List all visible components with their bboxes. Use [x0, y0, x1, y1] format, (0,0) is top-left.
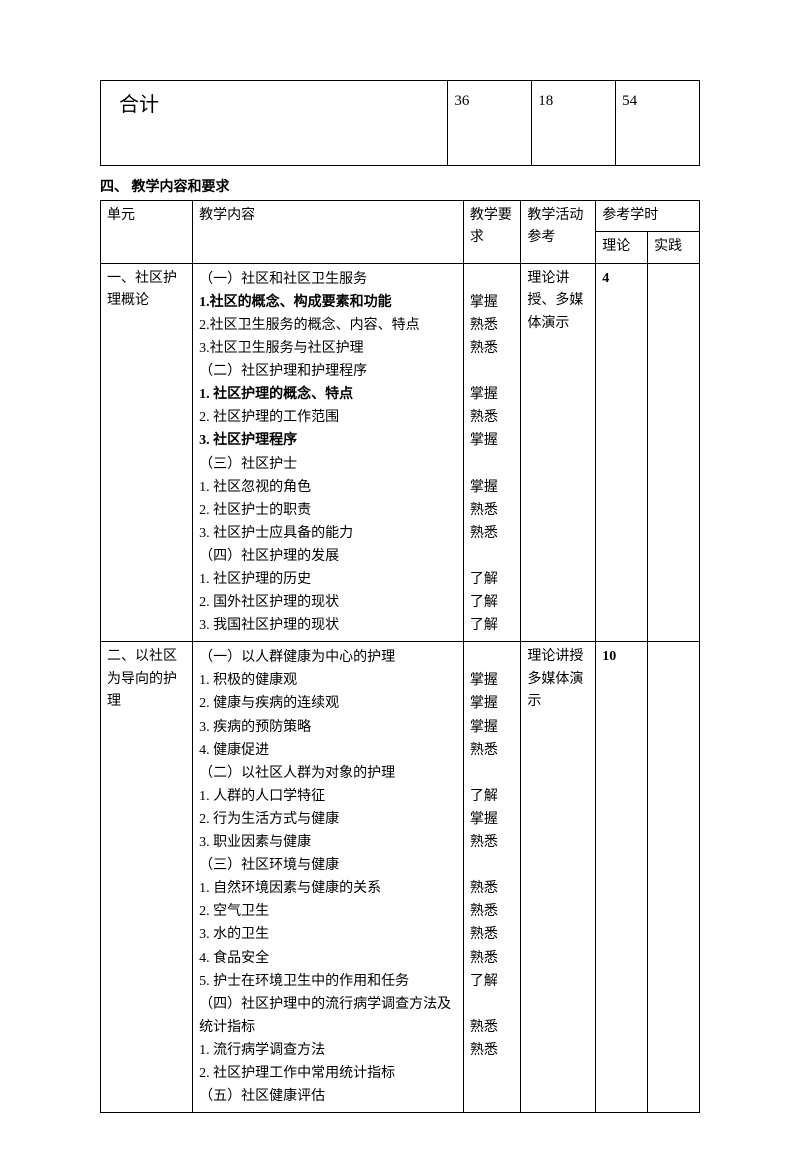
requirement-line: 掌握: [470, 383, 515, 406]
content-line: 1. 积极的健康观: [199, 669, 457, 692]
content-cell: （一）以人群健康为中心的护理1. 积极的健康观2. 健康与疾病的连续观3. 疾病…: [193, 642, 464, 1113]
requirement-line: 掌握: [470, 476, 515, 499]
content-line: （二）社区护理和护理程序: [199, 360, 457, 383]
content-line: 3. 水的卫生: [199, 923, 457, 946]
requirement-line: 熟悉: [470, 499, 515, 522]
requirement-line: [470, 545, 515, 568]
content-line: 1.社区的概念、构成要素和功能: [199, 291, 457, 314]
requirement-line: 熟悉: [470, 1016, 515, 1039]
activity-cell: 理论讲授、多媒体演示: [521, 263, 596, 642]
requirement-line: 熟悉: [470, 739, 515, 762]
content-line: 3. 社区护理程序: [199, 429, 457, 452]
requirement-line: [470, 762, 515, 785]
requirement-line: 熟悉: [470, 1039, 515, 1062]
header-req: 教学要求: [463, 201, 521, 264]
theory-hours-cell: 10: [596, 642, 648, 1113]
requirement-line: 掌握: [470, 669, 515, 692]
content-line: 1. 社区护理的概念、特点: [199, 383, 457, 406]
requirement-line: 了解: [470, 591, 515, 614]
content-line: 4. 食品安全: [199, 947, 457, 970]
requirement-line: [470, 854, 515, 877]
content-line: 3. 我国社区护理的现状: [199, 614, 457, 637]
unit-cell: 二、以社区为导向的护理: [101, 642, 193, 1113]
content-line: 1. 人群的人口学特征: [199, 785, 457, 808]
requirement-line: 了解: [470, 970, 515, 993]
requirement-line: [470, 993, 515, 1016]
theory-hours-cell: 4: [596, 263, 648, 642]
header-practice: 实践: [648, 232, 700, 263]
summary-table: 合计 36 18 54: [100, 80, 700, 166]
summary-label: 合计: [101, 81, 448, 166]
summary-col2: 18: [532, 81, 616, 166]
requirement-line: 了解: [470, 568, 515, 591]
requirement-line: [470, 1062, 515, 1085]
content-line: 4. 健康促进: [199, 739, 457, 762]
requirement-line: 掌握: [470, 429, 515, 452]
content-line: 5. 护士在环境卫生中的作用和任务: [199, 970, 457, 993]
requirement-line: 掌握: [470, 808, 515, 831]
requirement-line: [470, 268, 515, 291]
content-line: （二）以社区人群为对象的护理: [199, 762, 457, 785]
requirement-line: 掌握: [470, 692, 515, 715]
requirement-line: 熟悉: [470, 314, 515, 337]
header-activity: 教学活动参考: [521, 201, 596, 264]
content-line: 2. 社区护理的工作范围: [199, 406, 457, 429]
requirement-line: 熟悉: [470, 831, 515, 854]
content-line: （三）社区护士: [199, 453, 457, 476]
content-line: 2. 社区护士的职责: [199, 499, 457, 522]
activity-cell: 理论讲授 多媒体演示: [521, 642, 596, 1113]
practice-hours-cell: [648, 642, 700, 1113]
header-ref-hours: 参考学时: [596, 201, 700, 232]
content-line: 3. 疾病的预防策略: [199, 716, 457, 739]
content-line: 1. 流行病学调查方法: [199, 1039, 457, 1062]
practice-hours-cell: [648, 263, 700, 642]
content-line: 2.社区卫生服务的概念、内容、特点: [199, 314, 457, 337]
requirement-line: 熟悉: [470, 522, 515, 545]
content-line: 1. 社区忽视的角色: [199, 476, 457, 499]
header-theory: 理论: [596, 232, 648, 263]
requirement-line: 掌握: [470, 716, 515, 739]
summary-col3: 54: [616, 81, 700, 166]
requirement-line: 熟悉: [470, 877, 515, 900]
requirement-line: [470, 646, 515, 669]
content-line: 2. 空气卫生: [199, 900, 457, 923]
section-heading: 四、 教学内容和要求: [100, 176, 700, 196]
requirement-line: 熟悉: [470, 900, 515, 923]
summary-col1: 36: [448, 81, 532, 166]
content-line: 1. 自然环境因素与健康的关系: [199, 877, 457, 900]
content-line: 2. 健康与疾病的连续观: [199, 692, 457, 715]
content-line: （三）社区环境与健康: [199, 854, 457, 877]
requirement-line: 了解: [470, 614, 515, 637]
content-line: 2. 社区护理工作中常用统计指标: [199, 1062, 457, 1085]
content-line: 1. 社区护理的历史: [199, 568, 457, 591]
requirement-line: 熟悉: [470, 923, 515, 946]
requirement-line: [470, 453, 515, 476]
requirement-line: 熟悉: [470, 947, 515, 970]
requirement-line: 熟悉: [470, 337, 515, 360]
main-table: 单元 教学内容 教学要求 教学活动参考 参考学时 理论 实践 一、社区护理概论（…: [100, 200, 700, 1113]
content-line: （四）社区护理的发展: [199, 545, 457, 568]
unit-cell: 一、社区护理概论: [101, 263, 193, 642]
content-line: （四）社区护理中的流行病学调查方法及统计指标: [199, 993, 457, 1039]
content-line: 3.社区卫生服务与社区护理: [199, 337, 457, 360]
content-line: 2. 行为生活方式与健康: [199, 808, 457, 831]
content-line: 3. 社区护士应具备的能力: [199, 522, 457, 545]
requirement-cell: 掌握熟悉熟悉 掌握熟悉掌握 掌握熟悉熟悉 了解了解了解: [463, 263, 521, 642]
requirement-line: [470, 360, 515, 383]
requirement-line: 熟悉: [470, 406, 515, 429]
header-content: 教学内容: [193, 201, 464, 264]
content-line: （一）社区和社区卫生服务: [199, 268, 457, 291]
requirement-cell: 掌握掌握掌握熟悉 了解掌握熟悉 熟悉熟悉熟悉熟悉了解 熟悉熟悉: [463, 642, 521, 1113]
content-cell: （一）社区和社区卫生服务1.社区的概念、构成要素和功能2.社区卫生服务的概念、内…: [193, 263, 464, 642]
requirement-line: 掌握: [470, 291, 515, 314]
content-line: 2. 国外社区护理的现状: [199, 591, 457, 614]
content-line: （一）以人群健康为中心的护理: [199, 646, 457, 669]
requirement-line: 了解: [470, 785, 515, 808]
header-unit: 单元: [101, 201, 193, 264]
content-line: 3. 职业因素与健康: [199, 831, 457, 854]
content-line: （五）社区健康评估: [199, 1085, 457, 1108]
